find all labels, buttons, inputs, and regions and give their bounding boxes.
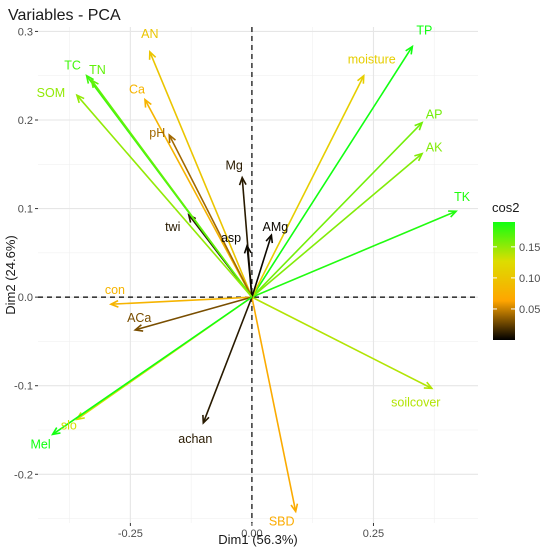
label-som: SOM [37, 86, 65, 100]
reference-lines [38, 27, 478, 523]
variable-arrows [50, 44, 458, 514]
arrow-som [76, 94, 253, 298]
y-tick-label: -0.1 [14, 381, 33, 393]
arrowhead-asp [243, 243, 252, 254]
arrow-aca [135, 296, 253, 331]
arrow-ap [251, 122, 423, 298]
arrow-sbd [251, 296, 297, 512]
arrow-tk [251, 210, 457, 298]
arrowhead-achan [202, 414, 210, 425]
arrowhead-ak [414, 152, 424, 162]
label-twi: twi [165, 220, 180, 234]
label-mel: Mel [31, 437, 51, 451]
label-achan: achan [178, 432, 212, 446]
arrow-amg [251, 234, 273, 298]
arrowhead-tp [405, 44, 414, 55]
arrowhead-sbd [290, 503, 299, 514]
arrow-con [110, 296, 252, 306]
label-ca: Ca [129, 83, 145, 97]
arrowhead-som [75, 93, 85, 104]
arrow-ca [144, 99, 253, 298]
label-tk: TK [454, 190, 471, 204]
x-axis-label: Dim1 (56.3%) [218, 532, 297, 547]
label-mg: Mg [226, 159, 243, 173]
y-axis-label: Dim2 (24.6%) [3, 235, 18, 314]
y-tick-label: 0.2 [18, 115, 33, 127]
arrow-ak [251, 153, 423, 298]
arrow-soilcover [251, 296, 433, 390]
cos2-legend: cos2 0.05 0.10 0.15 [492, 200, 540, 340]
arrow-tn [90, 79, 253, 298]
arrowhead-mel [50, 427, 61, 436]
arrowhead-slo [75, 412, 85, 421]
axis-ticks: -0.25 0.00 0.25 -0.2 -0.1 0.0 0.1 0.2 0.3 [14, 26, 384, 540]
arrowhead-ph [168, 133, 176, 144]
arrowhead-amg [265, 233, 274, 244]
arrowhead-ap [414, 121, 424, 131]
arrowhead-ca [144, 97, 152, 108]
arrowhead-tn [90, 78, 99, 89]
y-tick-label: 0.0 [18, 292, 33, 304]
arrow-an [149, 51, 253, 298]
label-asp: asp [221, 231, 241, 245]
arrow-moisture [251, 75, 365, 298]
label-moisture: moisture [348, 53, 396, 67]
arrow-mel [52, 296, 253, 436]
label-sbd: SBD [269, 514, 295, 528]
legend-title: cos2 [492, 200, 519, 215]
label-tn: TN [89, 63, 106, 77]
x-tick-label: -0.25 [118, 528, 143, 540]
plot-panel [38, 27, 478, 523]
label-con: con [105, 283, 125, 297]
y-tick-label: 0.3 [18, 26, 33, 38]
label-slo: slo [61, 418, 77, 432]
arrow-ph [168, 134, 253, 298]
arrowhead-moisture [357, 73, 365, 84]
arrowhead-aca [133, 324, 144, 332]
variable-labels: TP TK AP AK moisture soilcover SBD AN Ca pH Mg asp A… [31, 23, 471, 528]
label-aca: ACa [127, 311, 151, 325]
label-ph: pH [149, 126, 165, 140]
label-soilcover: soilcover [391, 395, 440, 409]
legend-tick-label: 0.05 [519, 304, 540, 316]
arrow-asp [246, 245, 253, 298]
label-an: AN [141, 27, 158, 41]
label-amg: AMg [263, 220, 289, 234]
legend-tick-label: 0.15 [519, 242, 540, 254]
legend-color-bar [493, 222, 515, 340]
y-tick-label: 0.1 [18, 204, 33, 216]
label-tc: TC [64, 59, 81, 73]
legend-tick-label: 0.10 [519, 273, 540, 285]
label-ap: AP [426, 108, 443, 122]
arrowhead-tk [448, 210, 458, 218]
arrow-tp [251, 46, 414, 298]
x-tick-label: 0.00 [241, 528, 262, 540]
x-tick-label: 0.25 [363, 528, 384, 540]
y-tick-label: -0.2 [14, 469, 33, 481]
label-tp: TP [416, 23, 432, 37]
arrow-achan [202, 296, 253, 424]
arrowhead-soilcover [423, 381, 434, 390]
chart-title: Variables - PCA [8, 7, 121, 24]
arrowhead-tc [85, 74, 94, 84]
arrowhead-an [148, 49, 157, 60]
arrowhead-con [108, 299, 119, 308]
label-ak: AK [426, 141, 443, 155]
legend-ticks: 0.05 0.10 0.15 [493, 242, 540, 316]
arrowhead-mg [238, 175, 247, 186]
